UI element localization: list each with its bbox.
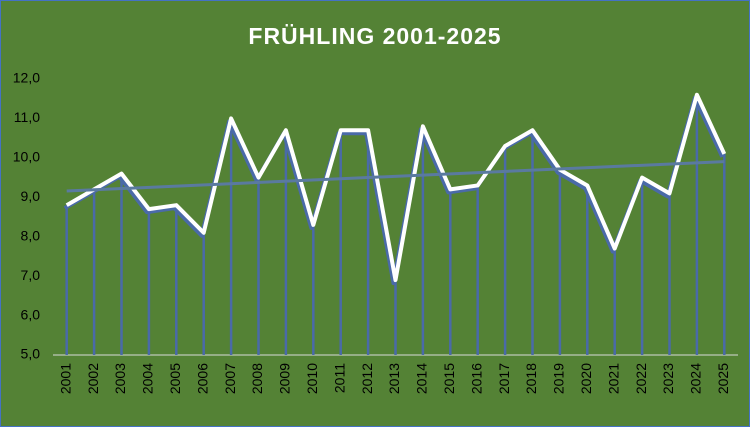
x-tick-label: 2009 — [277, 363, 293, 394]
x-tick-label: 2025 — [715, 363, 731, 394]
y-tick-label: 12,0 — [13, 70, 40, 86]
line-shadow — [63, 95, 725, 286]
x-tick-label: 2020 — [578, 363, 594, 394]
x-tick-label: 2018 — [523, 363, 539, 394]
x-tick-label: 2008 — [249, 363, 265, 394]
y-tick-label: 9,0 — [21, 188, 41, 204]
x-tick-label: 2011 — [331, 363, 347, 393]
trendline — [66, 160, 725, 193]
x-tick-label: 2024 — [688, 363, 704, 394]
y-tick-label: 8,0 — [21, 227, 41, 243]
x-tick-label: 2002 — [85, 363, 101, 394]
x-tick-label: 2021 — [605, 363, 621, 394]
x-tick-label: 2005 — [167, 363, 183, 394]
y-tick-label: 7,0 — [21, 267, 41, 283]
chart-title: FRÜHLING 2001-2025 — [248, 23, 501, 49]
x-tick-label: 2010 — [304, 363, 320, 394]
y-tick-label: 11,0 — [14, 109, 40, 125]
line — [65, 92, 727, 283]
x-tick-label: 2004 — [140, 363, 156, 394]
x-tick-label: 2013 — [386, 363, 402, 394]
x-tick-label: 2003 — [112, 363, 128, 394]
y-tick-label: 6,0 — [21, 306, 41, 322]
x-tick-label: 2023 — [660, 363, 676, 394]
x-tick-label: 2015 — [441, 363, 457, 394]
x-tick-label: 2006 — [194, 363, 210, 394]
y-tick-label: 5,0 — [21, 346, 41, 362]
x-tick-label: 2019 — [551, 363, 567, 394]
x-tick-label: 2014 — [414, 363, 430, 394]
y-tick-label: 10,0 — [13, 149, 40, 165]
x-tick-label: 2022 — [633, 363, 649, 394]
x-tick-label: 2012 — [359, 363, 375, 394]
x-tick-label: 2016 — [468, 363, 484, 394]
x-tick-label: 2001 — [57, 363, 73, 394]
x-tick-label: 2017 — [496, 363, 512, 394]
x-tick-label: 2007 — [222, 363, 238, 394]
